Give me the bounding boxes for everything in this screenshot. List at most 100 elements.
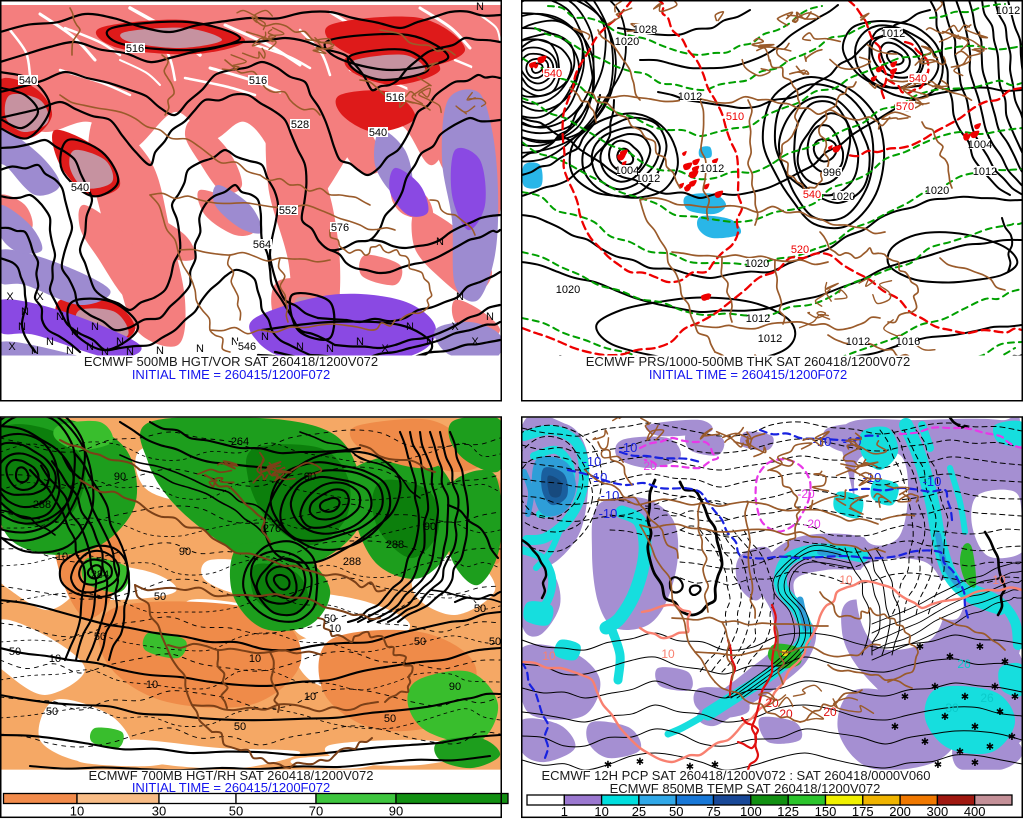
svg-text:1012: 1012 [973, 166, 997, 178]
svg-text:996: 996 [823, 167, 841, 179]
svg-text:540: 540 [369, 127, 387, 139]
svg-text:576: 576 [331, 222, 349, 234]
svg-text:N: N [21, 306, 29, 318]
svg-text:✱: ✱ [636, 757, 644, 768]
svg-text:540: 540 [544, 68, 562, 80]
svg-text:125: 125 [777, 804, 799, 819]
svg-text:50: 50 [234, 721, 246, 733]
svg-text:175: 175 [852, 804, 874, 819]
svg-text:90: 90 [449, 681, 461, 693]
svg-text:X: X [381, 343, 389, 355]
svg-text:N: N [406, 321, 414, 333]
svg-text:516: 516 [249, 75, 267, 87]
svg-text:✱: ✱ [941, 712, 949, 723]
svg-text:564: 564 [253, 239, 271, 251]
svg-text:90: 90 [114, 471, 126, 483]
svg-text:288: 288 [33, 499, 51, 511]
svg-text:✱: ✱ [986, 742, 994, 753]
svg-text:50: 50 [324, 613, 336, 625]
svg-text:288: 288 [386, 539, 404, 551]
svg-text:✱: ✱ [711, 760, 719, 771]
svg-text:520: 520 [791, 244, 809, 256]
svg-text:10: 10 [992, 573, 1006, 587]
svg-text:1020: 1020 [831, 191, 855, 203]
svg-text:288: 288 [343, 556, 361, 568]
svg-text:100: 100 [740, 804, 762, 819]
svg-text:-10: -10 [599, 506, 618, 521]
svg-text:INITIAL TIME = 260415/1200F072: INITIAL TIME = 260415/1200F072 [132, 367, 330, 382]
svg-text:N: N [101, 346, 109, 358]
svg-text:50: 50 [384, 713, 396, 725]
svg-text:300: 300 [927, 804, 949, 819]
svg-text:10: 10 [839, 573, 853, 587]
svg-text:1020: 1020 [556, 284, 580, 296]
svg-text:50: 50 [154, 591, 166, 603]
svg-text:ECMWF 500MB HGT/VOR SAT 260418: ECMWF 500MB HGT/VOR SAT 260418/1200V072 [84, 354, 378, 369]
svg-text:✱: ✱ [991, 682, 999, 693]
svg-text:1028: 1028 [633, 24, 657, 36]
svg-text:90: 90 [179, 546, 191, 558]
svg-text:N: N [196, 343, 204, 355]
svg-text:264: 264 [231, 436, 249, 448]
svg-text:400: 400 [964, 804, 986, 819]
svg-text:✱: ✱ [901, 692, 909, 703]
svg-text:1004: 1004 [615, 165, 639, 177]
svg-text:✱: ✱ [1011, 692, 1019, 703]
svg-text:N: N [56, 311, 64, 323]
svg-text:200: 200 [889, 804, 911, 819]
svg-text:10: 10 [70, 804, 84, 819]
svg-text:X: X [6, 291, 14, 303]
svg-text:X: X [8, 341, 16, 353]
svg-text:-20: -20 [803, 517, 821, 531]
svg-text:N: N [456, 291, 464, 303]
svg-text:516: 516 [126, 43, 144, 55]
svg-text:N: N [18, 321, 26, 333]
svg-text:10: 10 [304, 691, 316, 703]
svg-text:-10: -10 [583, 454, 602, 469]
svg-text:10: 10 [594, 804, 608, 819]
svg-text:X: X [36, 291, 44, 303]
svg-text:1: 1 [561, 804, 568, 819]
svg-text:N: N [46, 336, 54, 348]
svg-text:N: N [116, 336, 124, 348]
svg-text:✱: ✱ [686, 762, 694, 773]
svg-text:20: 20 [643, 459, 657, 473]
svg-text:1020: 1020 [925, 185, 949, 197]
svg-text:528: 528 [291, 119, 309, 131]
svg-text:✱: ✱ [891, 722, 899, 733]
svg-text:1012: 1012 [678, 91, 702, 103]
svg-text:90: 90 [389, 804, 403, 819]
svg-text:10: 10 [146, 679, 158, 691]
svg-text:✱: ✱ [931, 682, 939, 693]
svg-text:ECMWF 700MB HGT/RH SAT 260418/: ECMWF 700MB HGT/RH SAT 260418/1200V072 [89, 768, 374, 783]
svg-text:546: 546 [238, 341, 256, 353]
svg-text:N: N [486, 311, 494, 323]
svg-text:N: N [426, 336, 434, 348]
svg-text:26: 26 [957, 657, 971, 671]
svg-text:✱: ✱ [604, 760, 612, 771]
svg-text:✱: ✱ [961, 692, 969, 703]
svg-text:50: 50 [46, 706, 58, 718]
svg-text:50: 50 [94, 631, 106, 643]
svg-text:50: 50 [229, 804, 243, 819]
svg-text:INITIAL TIME = 260415/1200F072: INITIAL TIME = 260415/1200F072 [649, 367, 847, 382]
svg-text:N: N [156, 345, 164, 357]
svg-text:1012: 1012 [746, 313, 770, 325]
svg-text:✱: ✱ [976, 642, 984, 653]
svg-text:50: 50 [474, 603, 486, 615]
svg-text:✱: ✱ [946, 652, 954, 663]
svg-text:N: N [476, 1, 484, 13]
svg-text:N: N [261, 331, 269, 343]
svg-text:75: 75 [706, 804, 720, 819]
svg-text:N: N [91, 321, 99, 333]
svg-text:ECMWF PRS/1000-500MB THK SAT 2: ECMWF PRS/1000-500MB THK SAT 260418/1200… [586, 354, 910, 369]
svg-text:-10: -10 [619, 440, 638, 455]
svg-text:1012: 1012 [758, 333, 782, 345]
svg-text:90: 90 [424, 521, 436, 533]
svg-text:540: 540 [803, 189, 821, 201]
svg-text:N: N [31, 345, 39, 357]
svg-text:276: 276 [263, 523, 281, 535]
svg-text:N: N [86, 341, 94, 353]
svg-text:1004: 1004 [968, 139, 992, 151]
svg-text:✱: ✱ [956, 747, 964, 758]
